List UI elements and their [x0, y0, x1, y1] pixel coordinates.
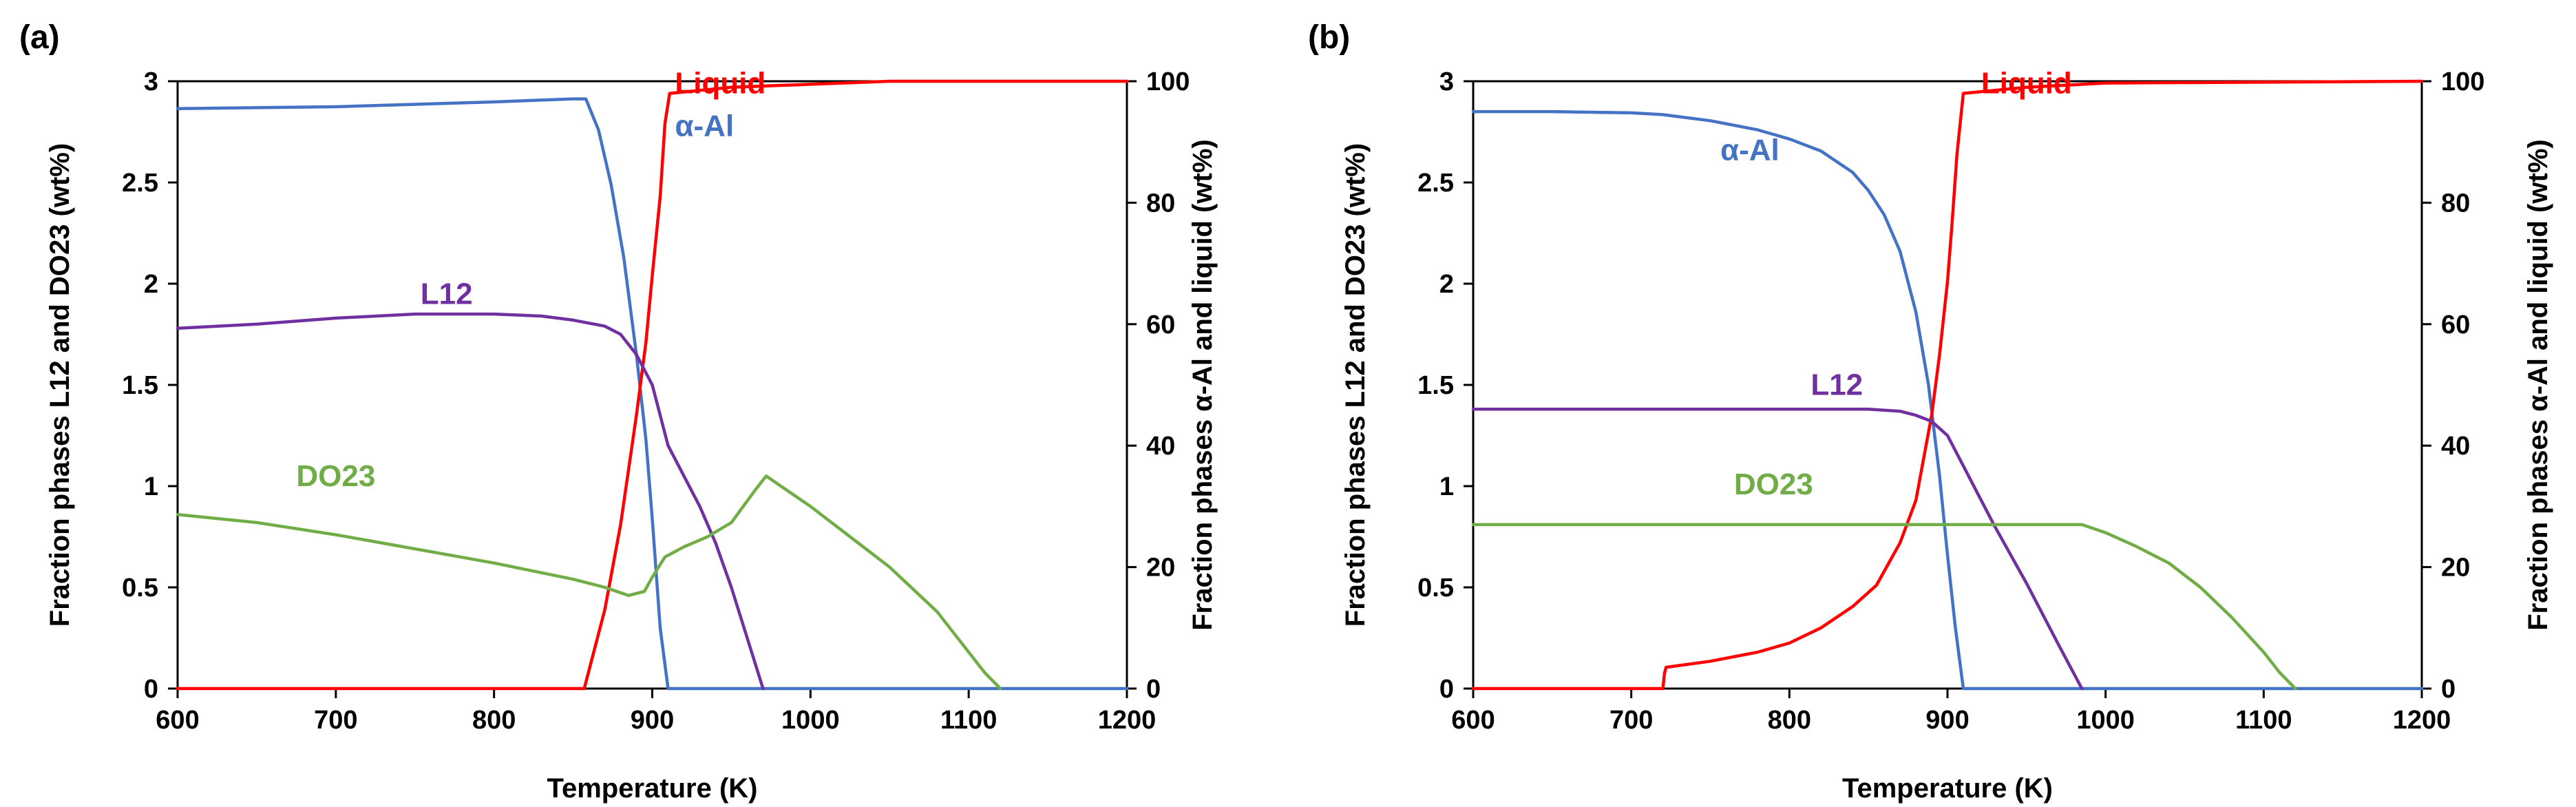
y-left-tick-label: 2.5 [122, 169, 158, 198]
y-right-tick-label: 20 [2441, 554, 2470, 583]
series-label-al: α-Al [1720, 134, 1780, 167]
y-left-tick-label: 1 [144, 472, 158, 501]
series-label-liquid: Liquid [675, 67, 766, 101]
panel-b: (b) Temperature (K) Fraction phases L12 … [1308, 19, 2553, 804]
y-left-tick-label: 2 [144, 270, 158, 299]
series-line-do23 [1471, 523, 2297, 691]
y-right-tick-label: 100 [1146, 67, 1190, 96]
y-left-tick-label: 0.5 [1417, 574, 1454, 602]
y-left-axis-title: Fraction phases L12 and DO23 (wt%) [45, 143, 75, 627]
x-tick-label: 1000 [2076, 706, 2135, 735]
y-right-tick-label: 40 [2441, 432, 2470, 461]
panel-a: (a) Temperature (K) Fraction phases L12 … [19, 19, 1218, 804]
x-tick-label: 800 [1768, 706, 1811, 735]
y-left-tick-label: 1.5 [122, 371, 158, 400]
y-left-tick-label: 0 [1439, 675, 1454, 704]
x-tick-label: 600 [1451, 706, 1495, 735]
series-line-al [176, 97, 1129, 691]
y-right-tick-label: 80 [2441, 189, 2470, 218]
x-axis-title: Temperature (K) [547, 773, 758, 804]
series-line-l12 [176, 312, 765, 691]
y-right-tick-label: 0 [2441, 675, 2456, 704]
y-right-tick-label: 60 [2441, 311, 2470, 339]
y-left-tick-label: 3 [1439, 67, 1454, 96]
y-left-tick-label: 2 [1439, 270, 1454, 299]
y-right-axis-title: Fraction phases α-Al and liquid (wt%) [1187, 139, 1218, 631]
series-line-l12 [1471, 408, 2084, 691]
y-right-axis-title: Fraction phases α-Al and liquid (wt%) [2523, 139, 2553, 631]
y-left-axis-title: Fraction phases L12 and DO23 (wt%) [1340, 143, 1371, 627]
panel-label: (b) [1308, 19, 1350, 56]
series-line-liquid [1471, 79, 2424, 691]
x-tick-label: 1200 [1098, 706, 1157, 735]
y-right-tick-label: 40 [1146, 432, 1175, 461]
y-left-tick-label: 0 [144, 675, 158, 704]
series-label-do23: DO23 [1734, 468, 1813, 501]
series-label-l12: L12 [421, 277, 473, 311]
x-tick-label: 900 [1925, 706, 1969, 735]
panel-label: (a) [19, 19, 60, 56]
y-right-tick-label: 80 [1146, 189, 1175, 218]
x-tick-label: 1000 [781, 706, 840, 735]
y-right-tick-label: 60 [1146, 311, 1175, 339]
y-left-tick-label: 2.5 [1417, 169, 1454, 198]
x-axis-title: Temperature (K) [1842, 773, 2053, 804]
x-tick-label: 1100 [2235, 706, 2292, 735]
series-line-do23 [176, 474, 1002, 691]
y-left-tick-label: 1 [1439, 472, 1454, 501]
series-label-l12: L12 [1810, 368, 1863, 402]
x-tick-label: 700 [314, 706, 357, 735]
x-tick-label: 1100 [940, 706, 997, 735]
series-label-liquid: Liquid [1981, 67, 2072, 101]
y-right-tick-label: 0 [1146, 675, 1161, 704]
series-line-al [1471, 109, 2424, 691]
series-label-do23: DO23 [296, 459, 375, 493]
series-label-al: α-Al [675, 109, 734, 143]
y-right-tick-label: 20 [1146, 554, 1175, 583]
y-left-tick-label: 0.5 [122, 574, 158, 602]
series-line-liquid [176, 79, 1129, 691]
x-tick-label: 800 [472, 706, 516, 735]
x-tick-label: 600 [156, 706, 199, 735]
x-tick-label: 900 [631, 706, 674, 735]
y-left-tick-label: 3 [144, 67, 158, 96]
x-tick-label: 700 [1609, 706, 1653, 735]
plot-frame [1472, 80, 2423, 690]
y-right-tick-label: 100 [2441, 67, 2484, 96]
y-left-tick-label: 1.5 [1417, 371, 1454, 400]
x-tick-label: 1200 [2393, 706, 2451, 735]
